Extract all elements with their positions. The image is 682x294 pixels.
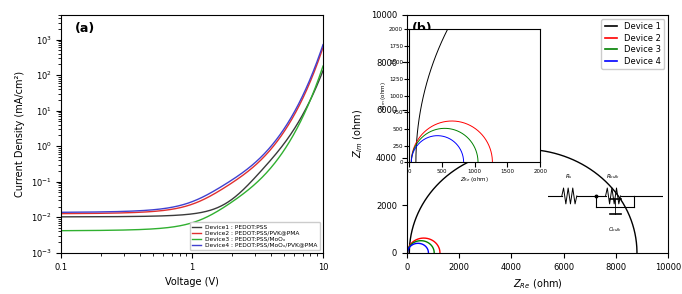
Y-axis label: $Z_{Im}$ (ohm): $Z_{Im}$ (ohm): [352, 109, 365, 158]
X-axis label: $Z_{Re}$ (ohm): $Z_{Re}$ (ohm): [513, 277, 563, 291]
Legend: Device 1, Device 2, Device 3, Device 4: Device 1, Device 2, Device 3, Device 4: [602, 19, 664, 69]
Legend: Device1 : PEDOT:PSS, Device2 : PEDOT:PSS/PVK@PMA, Device3 : PEDOT:PSS/MoOₓ, Devi: Device1 : PEDOT:PSS, Device2 : PEDOT:PSS…: [190, 222, 320, 250]
Y-axis label: Current Density (mA/cm²): Current Density (mA/cm²): [15, 71, 25, 197]
Text: (a): (a): [74, 22, 95, 35]
Text: (b): (b): [412, 22, 432, 35]
X-axis label: Voltage (V): Voltage (V): [165, 277, 219, 287]
